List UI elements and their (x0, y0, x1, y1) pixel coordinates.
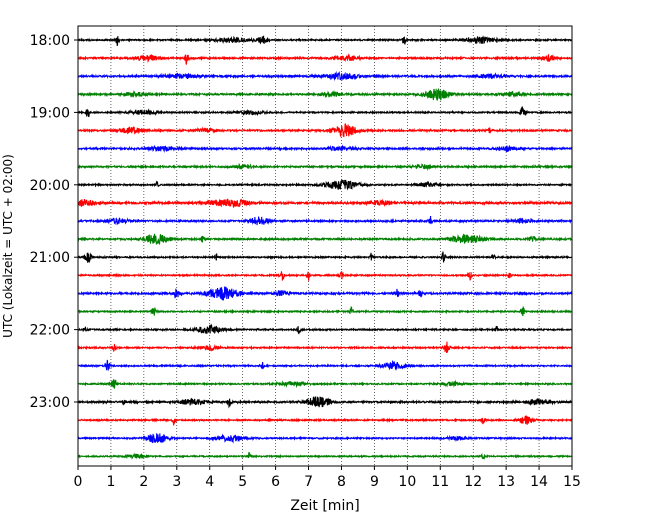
y-tick-label: 21:00 (30, 250, 70, 266)
x-tick-label: 15 (563, 474, 581, 490)
y-tick-label: 18:00 (30, 33, 70, 49)
x-axis-label: Zeit [min] (290, 498, 359, 514)
trace-2345 (77, 451, 573, 460)
trace-1800 (77, 35, 573, 47)
trace-1830 (77, 70, 573, 81)
x-tick-label: 4 (205, 474, 214, 490)
trace-2330 (77, 433, 573, 444)
trace-1915 (77, 123, 573, 139)
x-tick-label: 5 (238, 474, 247, 490)
plot-frame (77, 25, 573, 467)
x-tick-label: 11 (431, 474, 449, 490)
trace-1815 (77, 53, 573, 65)
y-axis-label: UTC (Lokalzeit = UTC + 02:00) (1, 154, 15, 338)
y-tick-label: 20:00 (30, 178, 70, 194)
trace-2000 (77, 179, 573, 191)
trace-2100 (77, 251, 573, 264)
x-tick-label: 13 (497, 474, 515, 490)
x-tick-label: 3 (172, 474, 181, 490)
vertical-grid (110, 26, 540, 466)
trace-1945 (77, 162, 573, 172)
x-tick-label: 2 (139, 474, 148, 490)
trace-2315 (77, 415, 573, 426)
x-tick-label: 9 (370, 474, 379, 490)
x-tick-label: 8 (337, 474, 346, 490)
trace-1930 (77, 144, 573, 153)
trace-2115 (77, 270, 573, 281)
x-tick-label: 10 (398, 474, 416, 490)
x-tick-label: 12 (464, 474, 482, 490)
trace-2145 (77, 306, 573, 317)
x-tick-label: 7 (304, 474, 313, 490)
trace-2245 (77, 378, 573, 389)
trace-2200 (77, 323, 573, 335)
traces (77, 35, 573, 460)
y-axis: 18:00 19:00 20:00 21:00 22:00 23:00 (30, 33, 78, 411)
trace-1900 (77, 106, 573, 118)
y-tick-label: 23:00 (30, 395, 70, 411)
x-tick-label: 0 (74, 474, 83, 490)
x-tick-label: 14 (530, 474, 548, 490)
y-tick-label: 22:00 (30, 323, 70, 339)
y-tick-label: 19:00 (30, 105, 70, 121)
trace-2300 (77, 396, 573, 409)
trace-2030 (77, 215, 573, 226)
trace-2130 (77, 286, 573, 301)
trace-2215 (77, 341, 573, 354)
trace-1845 (77, 87, 573, 101)
trace-2015 (77, 198, 573, 209)
x-axis: 0 1 2 3 4 5 6 7 8 9 10 11 12 13 14 15 (74, 466, 581, 490)
x-tick-label: 1 (106, 474, 115, 490)
trace-2045 (77, 233, 573, 245)
x-tick-label: 6 (271, 474, 280, 490)
trace-2230 (77, 359, 573, 372)
